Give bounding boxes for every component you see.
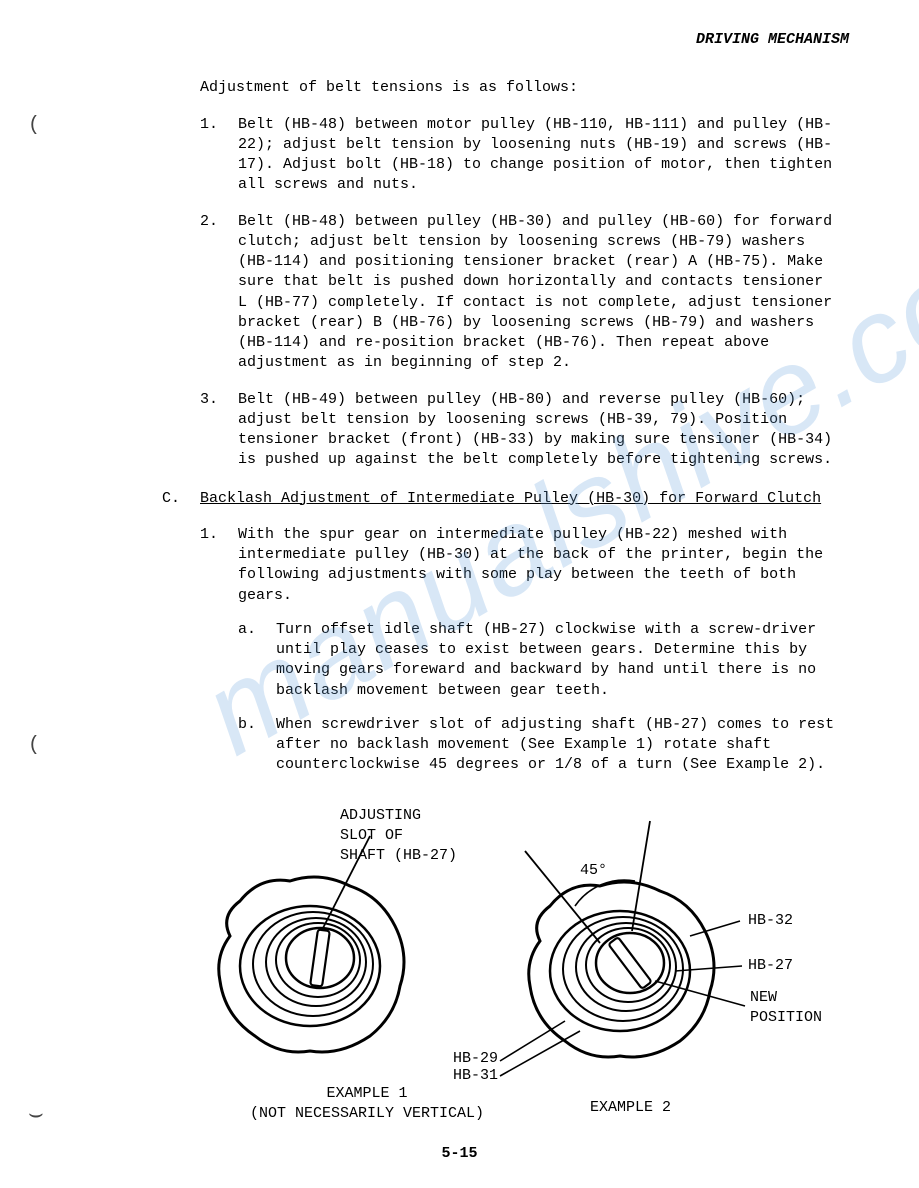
diagram-svg xyxy=(190,806,870,1096)
page-number: 5-15 xyxy=(0,1144,919,1164)
item-text: With the spur gear on intermediate pulle… xyxy=(238,526,823,604)
step-1: 1. Belt (HB-48) between motor pulley (HB… xyxy=(200,115,839,196)
step-3: 3. Belt (HB-49) between pulley (HB-80) a… xyxy=(200,390,839,471)
step-number: 1. xyxy=(200,115,238,196)
margin-mark-mid: ( xyxy=(28,732,40,759)
step-text: Belt (HB-48) between motor pulley (HB-11… xyxy=(238,115,839,196)
step-text: Belt (HB-48) between pulley (HB-30) and … xyxy=(238,212,839,374)
section-c-list: 1. With the spur gear on intermediate pu… xyxy=(200,525,839,790)
label-hb27: HB-27 xyxy=(748,956,793,976)
example2-caption: EXAMPLE 2 xyxy=(590,1098,671,1118)
label-45deg: 45° xyxy=(580,861,607,881)
item-number: 1. xyxy=(200,525,238,790)
sub-letter: b. xyxy=(238,715,276,776)
sub-text: Turn offset idle shaft (HB-27) clockwise… xyxy=(276,620,839,701)
sub-letter: a. xyxy=(238,620,276,701)
sub-list: a. Turn offset idle shaft (HB-27) clockw… xyxy=(238,620,839,776)
intro-text: Adjustment of belt tensions is as follow… xyxy=(200,78,839,98)
example1-line1: EXAMPLE 1 xyxy=(327,1085,408,1102)
sub-item-b: b. When screwdriver slot of adjusting sh… xyxy=(238,715,839,776)
figures: ADJUSTING SLOT OF SHAFT (HB-27) xyxy=(190,806,870,1136)
sub-text: When screwdriver slot of adjusting shaft… xyxy=(276,715,839,776)
example1-line2: (NOT NECESSARILY VERTICAL) xyxy=(250,1105,484,1122)
label-new-position: NEW POSITION xyxy=(750,988,822,1029)
item-body: With the spur gear on intermediate pulle… xyxy=(238,525,839,790)
steps-list: 1. Belt (HB-48) between motor pulley (HB… xyxy=(200,115,839,471)
label-hb32: HB-32 xyxy=(748,911,793,931)
section-title: Backlash Adjustment of Intermediate Pull… xyxy=(200,489,821,509)
step-number: 2. xyxy=(200,212,238,374)
margin-mark-bottom: ⌣ xyxy=(28,1100,44,1132)
sub-item-a: a. Turn offset idle shaft (HB-27) clockw… xyxy=(238,620,839,701)
step-number: 3. xyxy=(200,390,238,471)
page-header: DRIVING MECHANISM xyxy=(60,30,859,50)
section-c-heading: C. Backlash Adjustment of Intermediate P… xyxy=(162,489,839,509)
step-2: 2. Belt (HB-48) between pulley (HB-30) a… xyxy=(200,212,839,374)
step-text: Belt (HB-49) between pulley (HB-80) and … xyxy=(238,390,839,471)
section-letter: C. xyxy=(162,489,200,509)
section-c-item-1: 1. With the spur gear on intermediate pu… xyxy=(200,525,839,790)
margin-mark-top: ( xyxy=(28,112,40,139)
page-content: Adjustment of belt tensions is as follow… xyxy=(60,78,859,1135)
example1-caption: EXAMPLE 1 (NOT NECESSARILY VERTICAL) xyxy=(250,1084,484,1125)
